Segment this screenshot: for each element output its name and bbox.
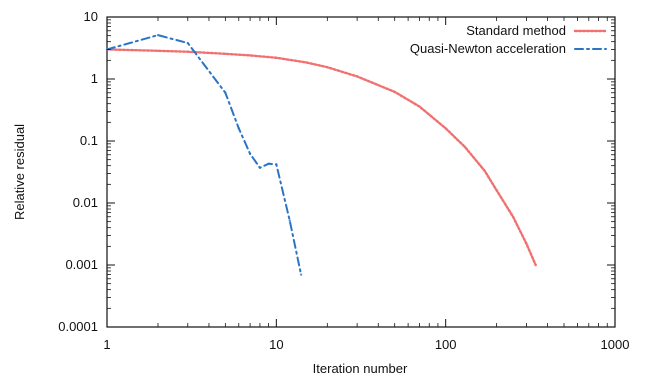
series-layer <box>105 33 537 276</box>
series-2 <box>105 33 303 276</box>
standard-method-point <box>186 50 189 53</box>
legend: Standard method Quasi-Newton acceleration <box>410 23 608 56</box>
standard-method-point <box>275 56 278 59</box>
standard-method-point <box>304 61 308 64</box>
standard-method-point <box>248 54 252 57</box>
y-axis-label: Relative residual <box>12 124 27 220</box>
legend-item-1: Standard method <box>466 23 608 38</box>
legend-label: Quasi-Newton acceleration <box>410 41 566 56</box>
standard-method-point <box>525 242 528 245</box>
standard-method-point <box>393 90 396 94</box>
standard-method-point <box>355 75 359 78</box>
standard-method-line <box>105 48 537 267</box>
x-tick-label: 1 <box>103 337 110 352</box>
quasi-newton-acceleration-point <box>248 152 252 156</box>
y-tick-label: 1 <box>91 71 98 86</box>
standard-method-point <box>483 169 486 173</box>
y-tick-label: 0.01 <box>73 195 98 210</box>
plot-area <box>106 16 616 328</box>
x-tick-label: 10 <box>269 337 283 352</box>
y-tick-label: 0.0001 <box>58 319 98 334</box>
y-tick-label: 0.1 <box>80 133 98 148</box>
standard-method-point <box>463 145 467 149</box>
quasi-newton-acceleration-line <box>106 34 303 276</box>
standard-method-point <box>156 49 160 52</box>
y-tick-label: 0.001 <box>65 257 98 272</box>
x-tick-label: 1000 <box>601 337 630 352</box>
quasi-newton-acceleration-point <box>258 166 262 169</box>
plot-frame <box>106 16 616 328</box>
standard-method-point <box>418 105 421 108</box>
standard-method-point <box>444 127 447 130</box>
series-1 <box>105 48 537 267</box>
legend-label: Standard method <box>466 23 566 38</box>
standard-method-point <box>326 65 329 69</box>
quasi-newton-acceleration-point <box>224 91 227 94</box>
quasi-newton-acceleration-point <box>156 33 160 37</box>
axis-layer: 1 10 100 1000 0.0001 0.001 0.01 0.1 1 10 Iteration… <box>12 9 629 376</box>
legend-item-2: Quasi-Newton acceleration <box>410 41 607 56</box>
quasi-newton-acceleration-point <box>299 273 303 276</box>
quasi-newton-acceleration-point <box>267 162 270 165</box>
standard-method-point <box>534 263 537 267</box>
quasi-newton-acceleration-point <box>186 41 189 45</box>
y-tick-label: 10 <box>84 9 98 24</box>
quasi-newton-acceleration-point <box>275 163 278 166</box>
standard-method-point <box>495 189 498 192</box>
quasi-newton-acceleration-point <box>288 219 291 222</box>
standard-method-point <box>511 215 515 218</box>
standard-method-point <box>224 52 227 55</box>
x-tick-label: 100 <box>435 337 457 352</box>
quasi-newton-acceleration-point <box>237 127 240 130</box>
x-axis-label: Iteration number <box>313 361 408 376</box>
